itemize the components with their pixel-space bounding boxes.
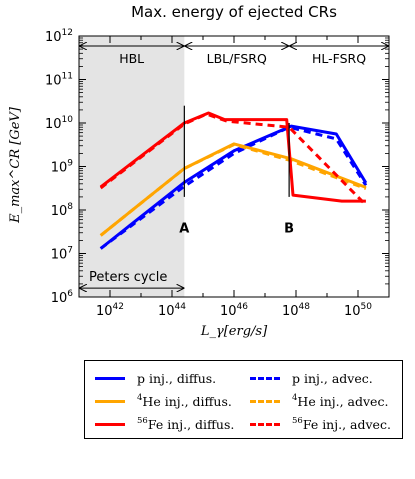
series-line-5: [99, 112, 367, 207]
marker-label-A: A: [179, 222, 189, 237]
y-tick-label-3: 109: [51, 159, 74, 176]
legend-label: p inj., advec.: [292, 370, 373, 386]
series-line-3: [99, 143, 367, 237]
peters-cycle-label: Peters cycle: [89, 270, 167, 285]
x-axis-label: L_γ[erg/s]: [200, 324, 268, 339]
region-shading-layer: [79, 36, 185, 297]
series-line-1: [99, 125, 368, 250]
legend-label: 56Fe inj., advec.: [292, 416, 391, 432]
legend-label: 56Fe inj., diffus.: [137, 416, 235, 432]
y-tick-label-4: 1010: [45, 115, 73, 132]
tick-layer: 1042 1044 1046 1048 1050 106 107 108 109 1010 1011…: [45, 28, 390, 319]
series-layer: [99, 111, 368, 250]
legend-swatch: [95, 376, 125, 380]
legend-swatch: [250, 399, 280, 403]
region-shade-0: [79, 36, 185, 297]
x-tick-label-4: 1050: [344, 302, 372, 319]
x-tick-label-0: 1042: [96, 302, 124, 319]
legend-item-1: p inj., advec.: [250, 368, 373, 388]
y-tick-label-2: 108: [51, 202, 74, 219]
region-label-2: HL-FSRQ: [312, 51, 366, 66]
y-axis-label: E_max^CR [GeV]: [8, 106, 23, 224]
legend-item-4: 56Fe inj., diffus.: [95, 414, 234, 434]
legend-item-0: p inj., diffus.: [95, 368, 216, 388]
region-label-0: HBL: [119, 51, 144, 66]
chart-title: Max. energy of ejected CRs: [131, 3, 337, 21]
legend-swatch: [95, 422, 125, 426]
y-tick-label-1: 107: [51, 246, 73, 263]
legend-label: 4He inj., advec.: [292, 393, 389, 409]
region-label-1: LBL/FSRQ: [207, 51, 267, 66]
legend-item-3: 4He inj., advec.: [250, 391, 388, 411]
legend-swatch: [95, 399, 125, 403]
x-tick-label-2: 1046: [220, 302, 248, 319]
x-tick-label-1: 1044: [158, 302, 186, 319]
annotation-layer: HBL LBL/FSRQ HL-FSRQ Peters cycle A B: [80, 46, 388, 288]
legend-label: 4He inj., diffus.: [137, 393, 232, 409]
legend: p inj., diffus. p inj., advec. 4He inj., d…: [84, 360, 403, 439]
legend-swatch: [250, 422, 280, 426]
legend-item-2: 4He inj., diffus.: [95, 391, 232, 411]
legend-swatch: [250, 376, 280, 380]
x-tick-label-3: 1048: [282, 302, 310, 319]
legend-label: p inj., diffus.: [137, 370, 217, 386]
legend-item-5: 56Fe inj., advec.: [250, 414, 391, 434]
y-tick-label-0: 106: [51, 289, 74, 306]
y-tick-label-5: 1011: [45, 72, 73, 89]
y-tick-label-6: 1012: [45, 28, 73, 45]
marker-label-B: B: [284, 222, 294, 237]
